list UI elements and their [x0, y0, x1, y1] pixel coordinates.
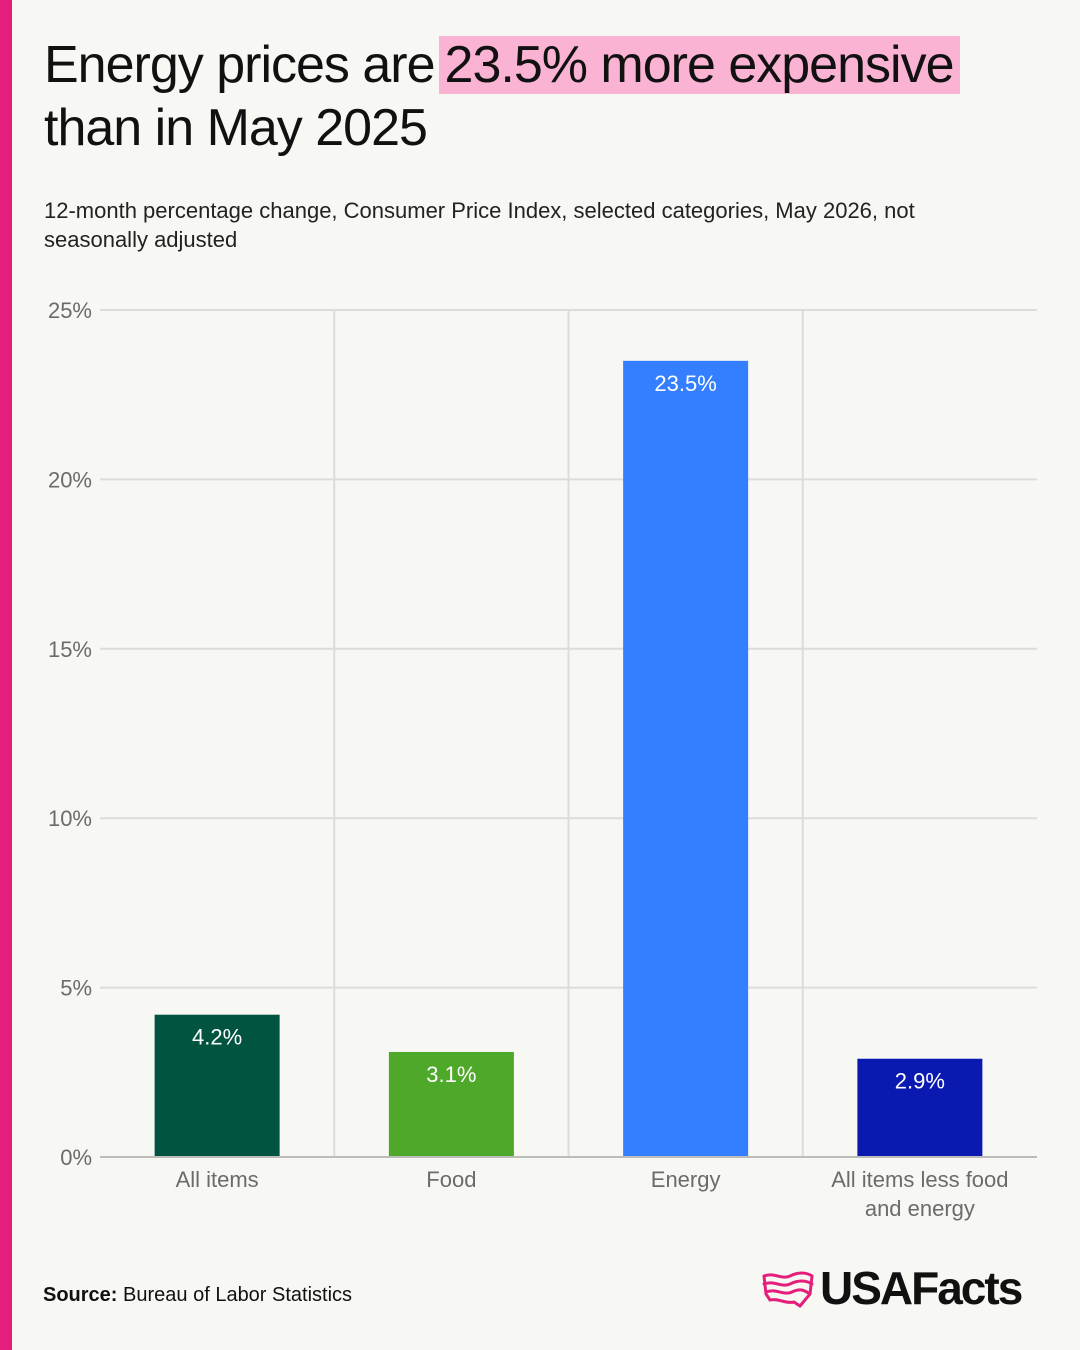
x-tick-label: All items less food — [831, 1167, 1008, 1192]
x-tick-label: Energy — [651, 1167, 721, 1192]
bar — [388, 1051, 514, 1157]
source-label: Source: — [43, 1284, 118, 1306]
bar-chart: 0% 5% 10% 15% 20% 25% 4.2% All items 3.1% Food 23.… — [48, 298, 1037, 1221]
usafacts-logo: USAFacts — [760, 1262, 1023, 1314]
y-tick-label: 15% — [48, 637, 92, 662]
data-label: 2.9% — [895, 1069, 945, 1094]
accent-bar — [0, 0, 12, 1350]
y-tick-label: 20% — [48, 467, 92, 492]
title-text-start: Energy prices are — [44, 36, 436, 94]
x-tick-label: and energy — [865, 1196, 975, 1221]
logo-wordmark: USAFacts — [820, 1262, 1023, 1314]
x-tick-label: Food — [426, 1167, 476, 1192]
x-tick-label: All items — [176, 1167, 259, 1192]
data-label: 23.5% — [654, 371, 716, 396]
title-highlight: 23.5% more expensive — [438, 36, 960, 94]
y-tick-label: 5% — [60, 976, 92, 1001]
y-tick-label: 25% — [48, 298, 92, 323]
data-label: 3.1% — [426, 1062, 476, 1087]
bar — [154, 1014, 280, 1157]
y-tick-label: 10% — [48, 806, 92, 831]
data-label: 4.2% — [192, 1025, 242, 1050]
title-text-end: than in May 2025 — [44, 99, 428, 157]
bar — [623, 360, 749, 1157]
chart-subtitle: 12-month percentage change, Consumer Pri… — [44, 198, 915, 252]
source-note: Source: Bureau of Labor Statistics — [43, 1284, 352, 1307]
usafacts-flag-map-icon — [762, 1271, 814, 1308]
bar — [857, 1058, 983, 1157]
source-text: Bureau of Labor Statistics — [123, 1284, 353, 1306]
y-tick-label: 0% — [60, 1145, 92, 1170]
page-title: Energy prices are 23.5% more expensive th… — [44, 34, 1054, 160]
